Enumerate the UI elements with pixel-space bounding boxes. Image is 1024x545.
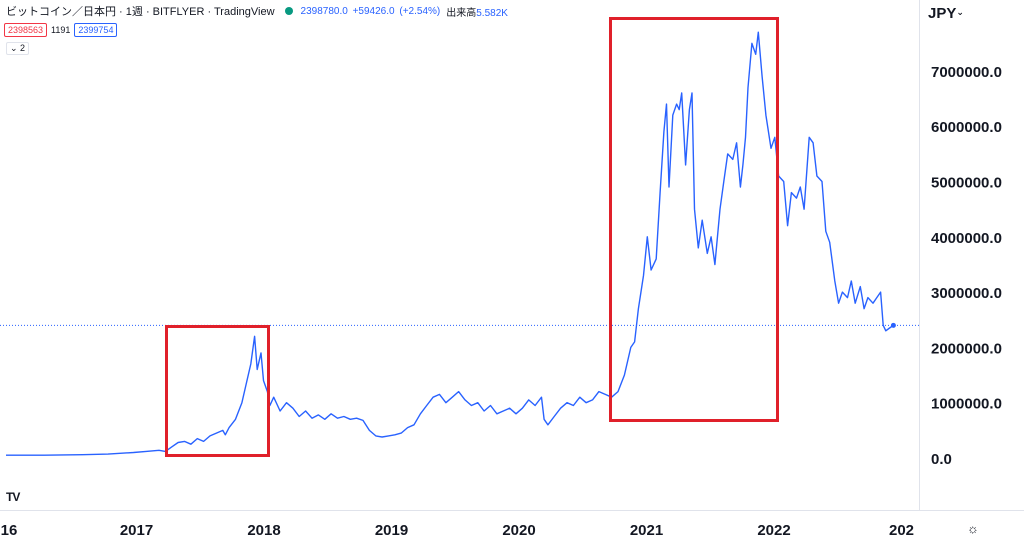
last-price-marker bbox=[890, 322, 896, 328]
time-axis-tick-label: 202 bbox=[889, 522, 914, 539]
last-price: 2398780.0 bbox=[300, 5, 348, 17]
bid-ask-bar: 2398563 1191 2399754 bbox=[4, 23, 118, 37]
price-axis-tick-label: 0.0 bbox=[931, 451, 952, 468]
price-axis-tick-label: 7000000.0 bbox=[931, 64, 1002, 81]
chevron-down-icon: ⌄ bbox=[956, 7, 964, 17]
price-series-line bbox=[6, 31, 894, 456]
bid-price-button[interactable]: 2398563 bbox=[4, 23, 48, 37]
volume-readout: 出来高5.582K bbox=[446, 4, 508, 19]
time-axis-tick-label: 16 bbox=[1, 522, 18, 539]
time-axis-tick-label: 2019 bbox=[375, 522, 408, 539]
price-axis-tick-label: 6000000.0 bbox=[931, 119, 1002, 136]
time-axis-tick-label: 2022 bbox=[757, 522, 790, 539]
volume-value: 5.582K bbox=[476, 7, 508, 19]
symbol-header: ビットコイン／日本円 · 1週 · BITFLYER · TradingView… bbox=[6, 2, 508, 20]
currency-selector[interactable]: JPY⌄ bbox=[928, 5, 964, 22]
price-axis-tick-label: 5000000.0 bbox=[931, 175, 1002, 192]
tradingview-logo-icon[interactable]: TV bbox=[6, 490, 20, 504]
quote-values: 2398780.0 +59426.0 (+2.54%) bbox=[301, 6, 443, 17]
time-axis-tick-label: 2021 bbox=[630, 522, 663, 539]
highlight-box-2017 bbox=[165, 325, 270, 457]
collapse-indicators-button[interactable]: ⌄ 2 bbox=[6, 42, 30, 55]
price-change: +59426.0 bbox=[352, 5, 395, 17]
price-axis-tick-label: 4000000.0 bbox=[931, 230, 1002, 247]
price-axis-tick-label: 1000000.0 bbox=[931, 396, 1002, 413]
highlight-box-2021 bbox=[609, 17, 779, 422]
market-status-icon bbox=[284, 7, 293, 15]
time-axis-tick-label: 2020 bbox=[502, 522, 535, 539]
price-axis-tick-label: 3000000.0 bbox=[931, 285, 1002, 302]
time-axis-tick-label: 2017 bbox=[120, 522, 153, 539]
price-axis-tick-label: 2000000.0 bbox=[931, 340, 1002, 357]
ask-price-button[interactable]: 2399754 bbox=[74, 23, 118, 37]
spread-value: 1191 bbox=[51, 25, 71, 35]
currency-label: JPY bbox=[928, 5, 957, 22]
gear-icon[interactable]: ☼ bbox=[967, 521, 979, 536]
price-change-percent: (+2.54%) bbox=[399, 5, 441, 17]
volume-label: 出来高 bbox=[446, 7, 477, 19]
time-axis-tick-label: 2018 bbox=[247, 522, 280, 539]
symbol-title[interactable]: ビットコイン／日本円 · 1週 · BITFLYER · TradingView bbox=[6, 6, 275, 18]
